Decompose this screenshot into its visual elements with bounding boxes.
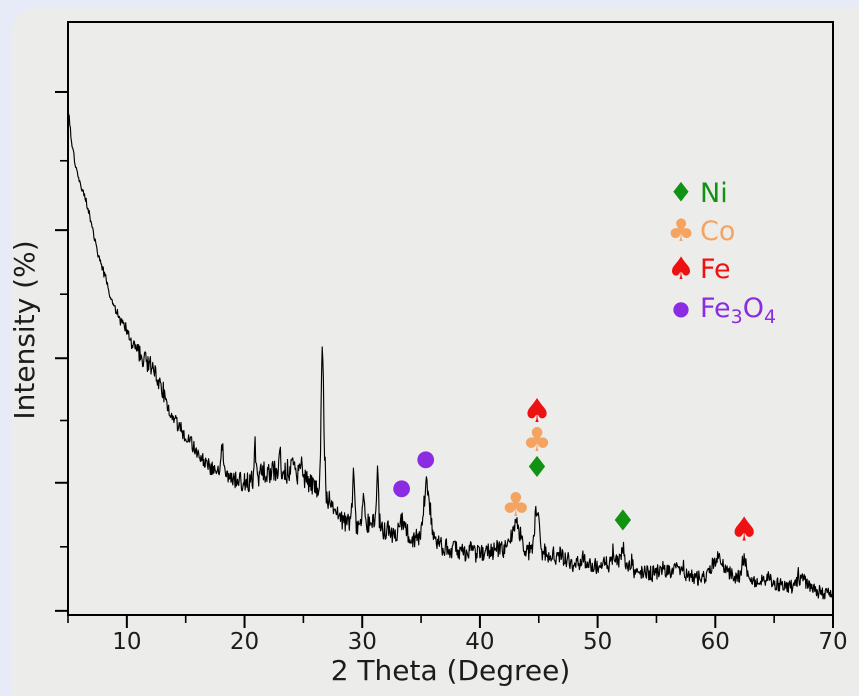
x-tick-label: 70 xyxy=(818,629,847,655)
legend-label-ni: Ni xyxy=(700,178,728,209)
fe3o4-circle-marker: ● xyxy=(416,447,435,472)
plot-border xyxy=(67,21,834,616)
xrd-figure xyxy=(12,8,859,696)
legend-label-co: Co xyxy=(700,216,735,247)
legend-club-icon: ♣ xyxy=(667,213,695,249)
co-club-marker: ♣ xyxy=(501,485,531,524)
x-tick-label: 50 xyxy=(583,629,612,655)
fe3o4-circle-marker: ● xyxy=(392,476,411,501)
ni-diamond-marker: ♦ xyxy=(610,504,636,538)
legend-diamond-icon: ♦ xyxy=(669,178,693,209)
legend-label-fe: Fe xyxy=(700,254,731,285)
x-tick-label: 60 xyxy=(701,629,730,655)
legend-circle-icon: ● xyxy=(672,296,689,320)
xrd-trace xyxy=(67,106,834,600)
legend-label-fe3o4: Fe3​O4​ xyxy=(700,293,776,328)
co-club-marker: ♣ xyxy=(522,420,552,459)
x-tick-label: 20 xyxy=(230,629,259,655)
legend-spade-icon: ♠ xyxy=(667,251,695,287)
x-tick-label: 40 xyxy=(465,629,494,655)
x-axis-label: 2 Theta (Degree) xyxy=(331,654,571,687)
fe-spade-marker: ♠ xyxy=(522,391,552,430)
x-tick-label: 30 xyxy=(348,629,377,655)
fe-spade-marker: ♠ xyxy=(729,510,759,549)
x-tick-label: 10 xyxy=(112,629,141,655)
y-axis-label: Intensity (%) xyxy=(8,240,41,419)
ni-diamond-marker: ♦ xyxy=(524,450,550,484)
